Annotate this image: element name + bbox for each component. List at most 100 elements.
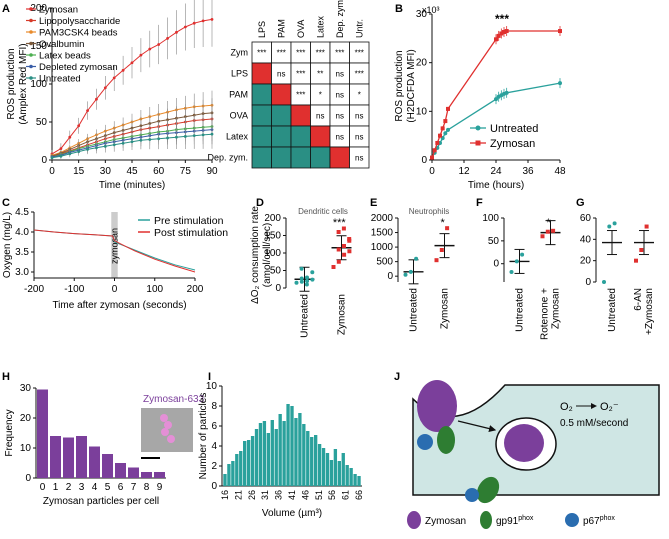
inset-particle <box>161 428 169 436</box>
bar <box>76 436 87 478</box>
data-point <box>499 31 504 36</box>
legend-p67-label: p67phox <box>583 515 615 527</box>
bar <box>89 446 100 478</box>
data-point <box>504 90 509 95</box>
gp91-protein <box>437 426 455 454</box>
data-point <box>639 248 644 252</box>
reaction-rate: 0.5 mM/second <box>560 418 628 429</box>
zymosan-band <box>111 212 118 278</box>
data-point <box>112 143 116 147</box>
matrix-cell-value: *** <box>257 49 266 58</box>
data-point <box>299 279 304 284</box>
y-tick-label: 10 <box>20 443 32 454</box>
data-point <box>331 265 336 269</box>
panel-label-j: J <box>394 371 400 383</box>
x-tick-label: 2 <box>66 482 72 493</box>
data-point <box>50 156 54 160</box>
y-axis-label: Number of particles <box>198 393 209 480</box>
x-tick-label: 0 <box>40 482 46 493</box>
x-tick-label: 66 <box>354 490 364 500</box>
matrix-cell <box>251 104 272 127</box>
bar <box>313 435 318 486</box>
x-axis-label: Time after zymosan (seconds) <box>52 300 186 311</box>
data-point <box>336 247 341 252</box>
y-tick-label: 3.0 <box>15 267 29 278</box>
data-point <box>602 280 606 284</box>
y-tick-label: 2 <box>211 461 217 472</box>
legend-marker <box>475 125 481 131</box>
y-axis-label: ROS production <box>394 50 405 121</box>
y-tick-label: 4 <box>211 441 217 452</box>
data-point <box>305 275 309 280</box>
matrix-cell <box>310 125 331 148</box>
data-point <box>443 119 448 124</box>
data-point <box>95 97 98 101</box>
bar <box>294 418 298 486</box>
y-tick-label: 150 <box>264 231 281 242</box>
matrix-row-label: Latex <box>226 132 249 142</box>
bar <box>325 453 330 486</box>
significance-mark: * <box>546 217 551 229</box>
legend-label: Pre stimulation <box>154 215 224 227</box>
legend-p67-swatch <box>565 513 579 527</box>
legend-label: Depleted zymosan <box>39 62 118 73</box>
y-tick-label: 100 <box>482 213 499 224</box>
matrix-cell <box>329 146 350 169</box>
x-tick-label: 0 <box>429 166 435 177</box>
matrix-cell-value: *** <box>296 91 305 100</box>
matrix-cell <box>251 146 272 169</box>
x-tick-label: 5 <box>105 482 111 493</box>
legend-marker <box>29 41 33 46</box>
x-tick-label: 31 <box>260 490 270 500</box>
matrix-cell <box>271 83 292 106</box>
matrix-cell <box>349 146 370 169</box>
data-point <box>121 68 125 72</box>
data-point <box>440 126 445 131</box>
matrix-cell-value: ns <box>336 70 344 79</box>
matrix-cell <box>290 125 311 148</box>
x-tick-label: 100 <box>146 284 163 295</box>
data-point <box>183 135 187 138</box>
data-point <box>130 61 134 65</box>
data-point <box>558 29 562 34</box>
data-point <box>86 109 89 112</box>
category-line: Rotenone + <box>540 288 551 340</box>
x-tick-label: 41 <box>287 490 297 500</box>
bar <box>270 420 274 486</box>
inset-label: Zymosan-633 <box>143 394 205 405</box>
bar <box>317 444 322 486</box>
data-point <box>310 277 315 282</box>
x-axis-label: Volume (µm³) <box>262 508 322 519</box>
matrix-cell-value: ns <box>355 154 363 163</box>
data-point <box>201 133 205 137</box>
matrix-row-label: OVA <box>230 111 248 121</box>
legend-label: Lipopolysaccharide <box>39 16 120 27</box>
matrix-column-label: OVA <box>296 20 306 38</box>
y-axis-label: Oxygen (mg/L) <box>2 212 13 278</box>
bar <box>321 448 326 486</box>
y-tick-label: 0 <box>421 155 427 166</box>
data-point <box>644 224 649 229</box>
x-tick-label: 75 <box>180 166 192 177</box>
matrix-cell-value: *** <box>335 49 344 58</box>
legend-gp91-label: gp91phox <box>496 515 534 527</box>
data-point <box>509 269 514 274</box>
data-point <box>68 152 72 156</box>
data-point <box>166 37 169 40</box>
gp91-protein-2 <box>476 476 500 504</box>
y-tick-label: 1500 <box>371 228 394 239</box>
bar <box>254 429 259 486</box>
data-point <box>148 47 152 51</box>
data-point <box>558 81 562 86</box>
matrix-cell-value: *** <box>316 49 325 58</box>
x-tick-label: 60 <box>153 166 165 177</box>
matrix-cell <box>251 62 272 85</box>
data-point <box>175 30 178 34</box>
y-tick-label: 0 <box>585 277 591 288</box>
panel-label-g: G <box>576 197 585 209</box>
data-point <box>121 141 125 145</box>
zymosan-band-label: zymosan <box>110 228 120 264</box>
matrix-row-label: Dep. zym. <box>207 153 248 163</box>
